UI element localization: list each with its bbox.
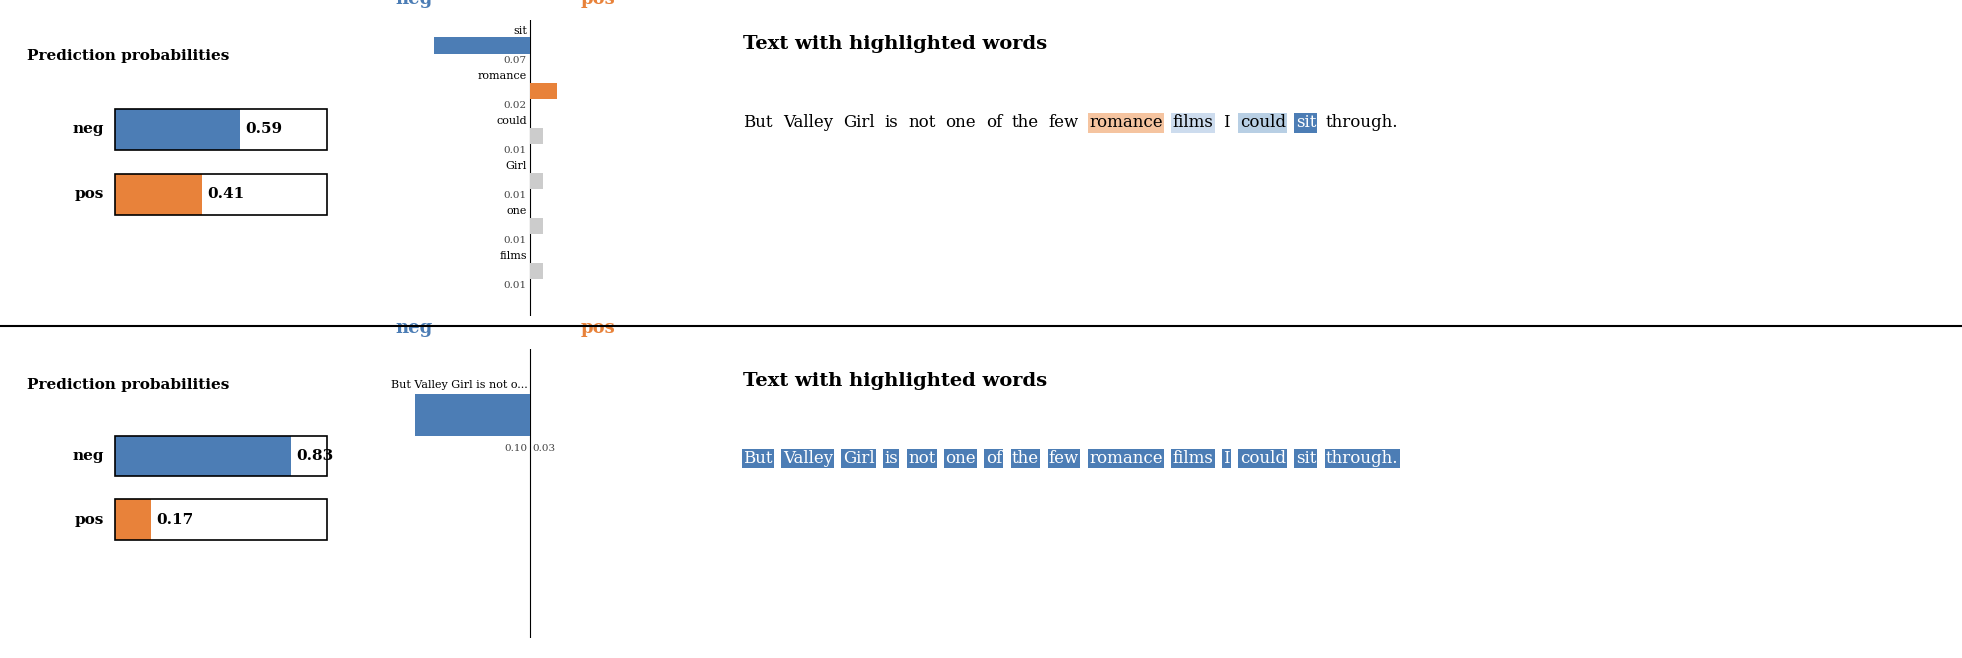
Text: of: of: [985, 450, 1003, 467]
Text: 0.17: 0.17: [157, 513, 194, 526]
Text: Text with highlighted words: Text with highlighted words: [744, 372, 1048, 390]
Text: I: I: [1222, 450, 1230, 467]
Text: 0.01: 0.01: [504, 191, 528, 200]
Text: could: could: [1240, 114, 1285, 132]
Text: pos: pos: [581, 0, 616, 8]
Text: romance: romance: [1089, 450, 1163, 467]
Text: few: few: [1050, 450, 1079, 467]
Text: is: is: [885, 450, 899, 467]
Text: of: of: [985, 114, 1003, 132]
Text: could: could: [1240, 450, 1285, 467]
Text: could: could: [496, 116, 528, 126]
Bar: [530, 128, 543, 143]
Text: neg: neg: [396, 319, 434, 337]
Text: 0.01: 0.01: [504, 146, 528, 155]
Text: Girl: Girl: [844, 450, 875, 467]
Text: 0.83: 0.83: [296, 449, 334, 463]
Text: films: films: [500, 251, 528, 261]
Text: Valley: Valley: [783, 114, 834, 132]
Text: sit: sit: [514, 26, 528, 36]
Text: 0.10: 0.10: [504, 444, 528, 453]
Text: is: is: [885, 114, 899, 132]
Text: 0.02: 0.02: [504, 101, 528, 110]
Text: But Valley Girl is not o...: But Valley Girl is not o...: [390, 380, 528, 390]
Bar: [434, 38, 530, 53]
Bar: [416, 394, 530, 436]
Text: sit: sit: [1295, 450, 1317, 467]
Text: Prediction probabilities: Prediction probabilities: [27, 49, 230, 63]
Bar: [530, 218, 543, 234]
Text: 0.41: 0.41: [208, 188, 245, 201]
Text: pos: pos: [75, 188, 104, 201]
Text: pos: pos: [581, 319, 616, 337]
Bar: [530, 263, 543, 279]
Text: 0.59: 0.59: [245, 122, 283, 136]
Text: sit: sit: [1295, 114, 1317, 132]
Text: neg: neg: [73, 449, 104, 463]
Text: one: one: [506, 206, 528, 216]
Text: 0.07: 0.07: [504, 56, 528, 65]
Text: I: I: [1222, 114, 1230, 132]
Text: Girl: Girl: [506, 161, 528, 171]
Text: films: films: [1173, 450, 1213, 467]
Text: one: one: [946, 114, 975, 132]
Text: neg: neg: [396, 0, 434, 8]
Text: films: films: [1173, 114, 1213, 132]
Text: But: But: [744, 450, 773, 467]
Text: not: not: [908, 450, 936, 467]
Text: Valley: Valley: [783, 450, 834, 467]
Bar: [530, 82, 557, 99]
Text: 0.01: 0.01: [504, 282, 528, 290]
Text: Prediction probabilities: Prediction probabilities: [27, 378, 230, 392]
Text: through.: through.: [1326, 114, 1399, 132]
Text: Girl: Girl: [844, 114, 875, 132]
Text: 0.01: 0.01: [504, 236, 528, 245]
Text: neg: neg: [73, 122, 104, 136]
Text: through.: through.: [1326, 450, 1399, 467]
Text: 0.03: 0.03: [532, 444, 555, 453]
Text: romance: romance: [1089, 114, 1163, 132]
Text: few: few: [1050, 114, 1079, 132]
Text: But: But: [744, 114, 773, 132]
FancyBboxPatch shape: [116, 499, 151, 540]
FancyBboxPatch shape: [116, 436, 290, 476]
Text: the: the: [1012, 114, 1040, 132]
Text: pos: pos: [75, 513, 104, 526]
Text: romance: romance: [477, 71, 528, 81]
Text: one: one: [946, 450, 975, 467]
Text: not: not: [908, 114, 936, 132]
FancyBboxPatch shape: [116, 174, 202, 215]
Text: the: the: [1012, 450, 1040, 467]
FancyBboxPatch shape: [116, 109, 239, 150]
Bar: [530, 172, 543, 189]
Text: Text with highlighted words: Text with highlighted words: [744, 35, 1048, 53]
